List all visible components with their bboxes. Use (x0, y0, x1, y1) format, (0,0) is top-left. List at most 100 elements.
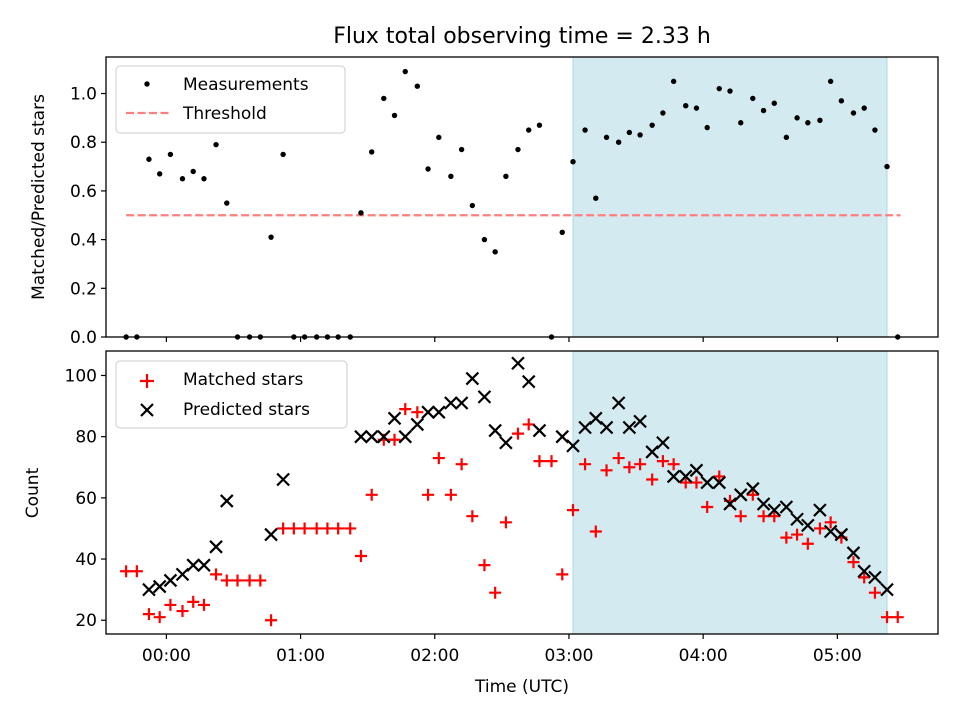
predicted-star-point (868, 570, 882, 585)
predicted-star-point (823, 524, 838, 539)
predicted-star-point (532, 423, 547, 438)
measurement-point (425, 166, 431, 172)
y-tick-label: 80 (75, 428, 97, 448)
predicted-star-point (163, 573, 178, 588)
predicted-star-point (700, 475, 714, 490)
matched-star-point (265, 614, 278, 627)
matched-star-point (489, 586, 502, 599)
measurement-point (670, 78, 677, 85)
matched-star-point (813, 522, 826, 535)
measurement-point (884, 163, 890, 170)
matched-star-point (623, 461, 636, 474)
measurement-point (649, 122, 655, 128)
predicted-star-point (566, 439, 580, 453)
bottom-y-ticks: 20 40 60 80 100 (65, 366, 106, 631)
predicted-star-point (801, 518, 815, 533)
predicted-star-point (645, 445, 659, 459)
measurement-point (693, 105, 700, 111)
measurement-point (280, 151, 286, 158)
predicted-star-point (813, 503, 827, 517)
predicted-star-point (354, 429, 368, 444)
measurement-point (436, 134, 442, 141)
predicted-star-point (834, 527, 849, 542)
bottom-axes-frame (105, 350, 939, 635)
predicted-star-point (689, 463, 704, 478)
matched-star-point (287, 522, 300, 535)
measurement-point (637, 132, 643, 138)
matched-star-point (780, 531, 793, 544)
matched-star-point (600, 464, 613, 477)
measurement-point (458, 146, 465, 153)
measurement-point (559, 229, 565, 236)
legend-label-predicted-stars: Predicted stars (183, 400, 310, 420)
matched-star-point (679, 476, 692, 489)
matched-star-point (197, 598, 210, 611)
measurement-point (738, 120, 744, 126)
predicted-star-point (454, 396, 469, 410)
matched-star-point (881, 611, 894, 624)
x-tick-label: 03:00 (544, 646, 593, 666)
predicted-star-point (857, 564, 871, 579)
matched-star-point (511, 427, 524, 440)
matched-star-point (321, 522, 334, 535)
measurement-point (660, 110, 666, 116)
predicted-star-point (746, 481, 760, 496)
predicted-star-point (622, 420, 637, 435)
x-axis-label: Time (UTC) (474, 677, 569, 697)
measurement-point (626, 129, 633, 136)
measurement-point (381, 95, 387, 102)
panel-star-counts: 20 40 60 80 100 00:00 01:00 02:00 03:00 04:00 05:… (23, 350, 939, 697)
measurement-point (794, 115, 800, 121)
matched-star-point (566, 504, 579, 517)
y-tick-label: 60 (75, 489, 97, 509)
predicted-star-point (465, 371, 480, 386)
measurement-point (570, 158, 576, 165)
measurement-point (358, 210, 364, 216)
predicted-star-point (432, 405, 446, 419)
measurement-point (704, 124, 710, 131)
predicted-star-point (846, 546, 861, 560)
matched-star-point (231, 574, 244, 587)
measurement-point (369, 149, 375, 155)
matched-star-point (734, 510, 747, 523)
y-tick-label: 0.6 (70, 182, 97, 202)
predicted-star-point (666, 469, 681, 484)
predicted-star-point (364, 429, 379, 444)
measurement-point (750, 95, 756, 102)
y-tick-label: 100 (65, 366, 97, 386)
predicted-star-point (488, 423, 502, 438)
predicted-star-point (410, 417, 425, 432)
matched-star-point (120, 565, 133, 578)
predicted-star-point (499, 436, 513, 450)
x-tick-label: 02:00 (410, 646, 459, 666)
predicted-star-point (779, 500, 794, 514)
measurement-point (603, 134, 610, 141)
measurement-point (391, 112, 398, 119)
matched-star-point (768, 510, 781, 523)
figure-title: Flux total observing time = 2.33 h (333, 24, 711, 49)
matched-star-point (579, 458, 592, 471)
matched-star-point (646, 473, 659, 486)
predicted-star-point (377, 429, 391, 444)
matched-star-point (612, 452, 625, 465)
x-tick-label: 04:00 (679, 646, 728, 666)
matched-star-point (164, 598, 177, 611)
measurement-point (146, 156, 152, 162)
top-x-ticks (165, 337, 838, 342)
bottom-x-ticks: 00:00 01:00 02:00 03:00 04:00 05:00 (142, 634, 862, 666)
measurement-point (469, 202, 476, 209)
predicted-star-point (521, 374, 536, 389)
legend-marker-measurements (144, 81, 150, 87)
matched-star-point (243, 574, 256, 587)
legend-label-measurements: Measurements (183, 75, 309, 95)
measurement-point (861, 105, 867, 111)
measurement-point (268, 234, 274, 240)
panel-flux-ratio: 0.0 0.2 0.4 0.6 0.8 1.0 Matched/Predicted sta… (29, 56, 939, 348)
legend-label-matched-stars: Matched stars (183, 370, 303, 390)
matched-star-point (220, 574, 233, 587)
matched-star-point (455, 458, 468, 471)
predicted-star-point (756, 497, 771, 511)
bottom-legend-frame (115, 360, 348, 429)
matched-star-point (153, 611, 166, 624)
